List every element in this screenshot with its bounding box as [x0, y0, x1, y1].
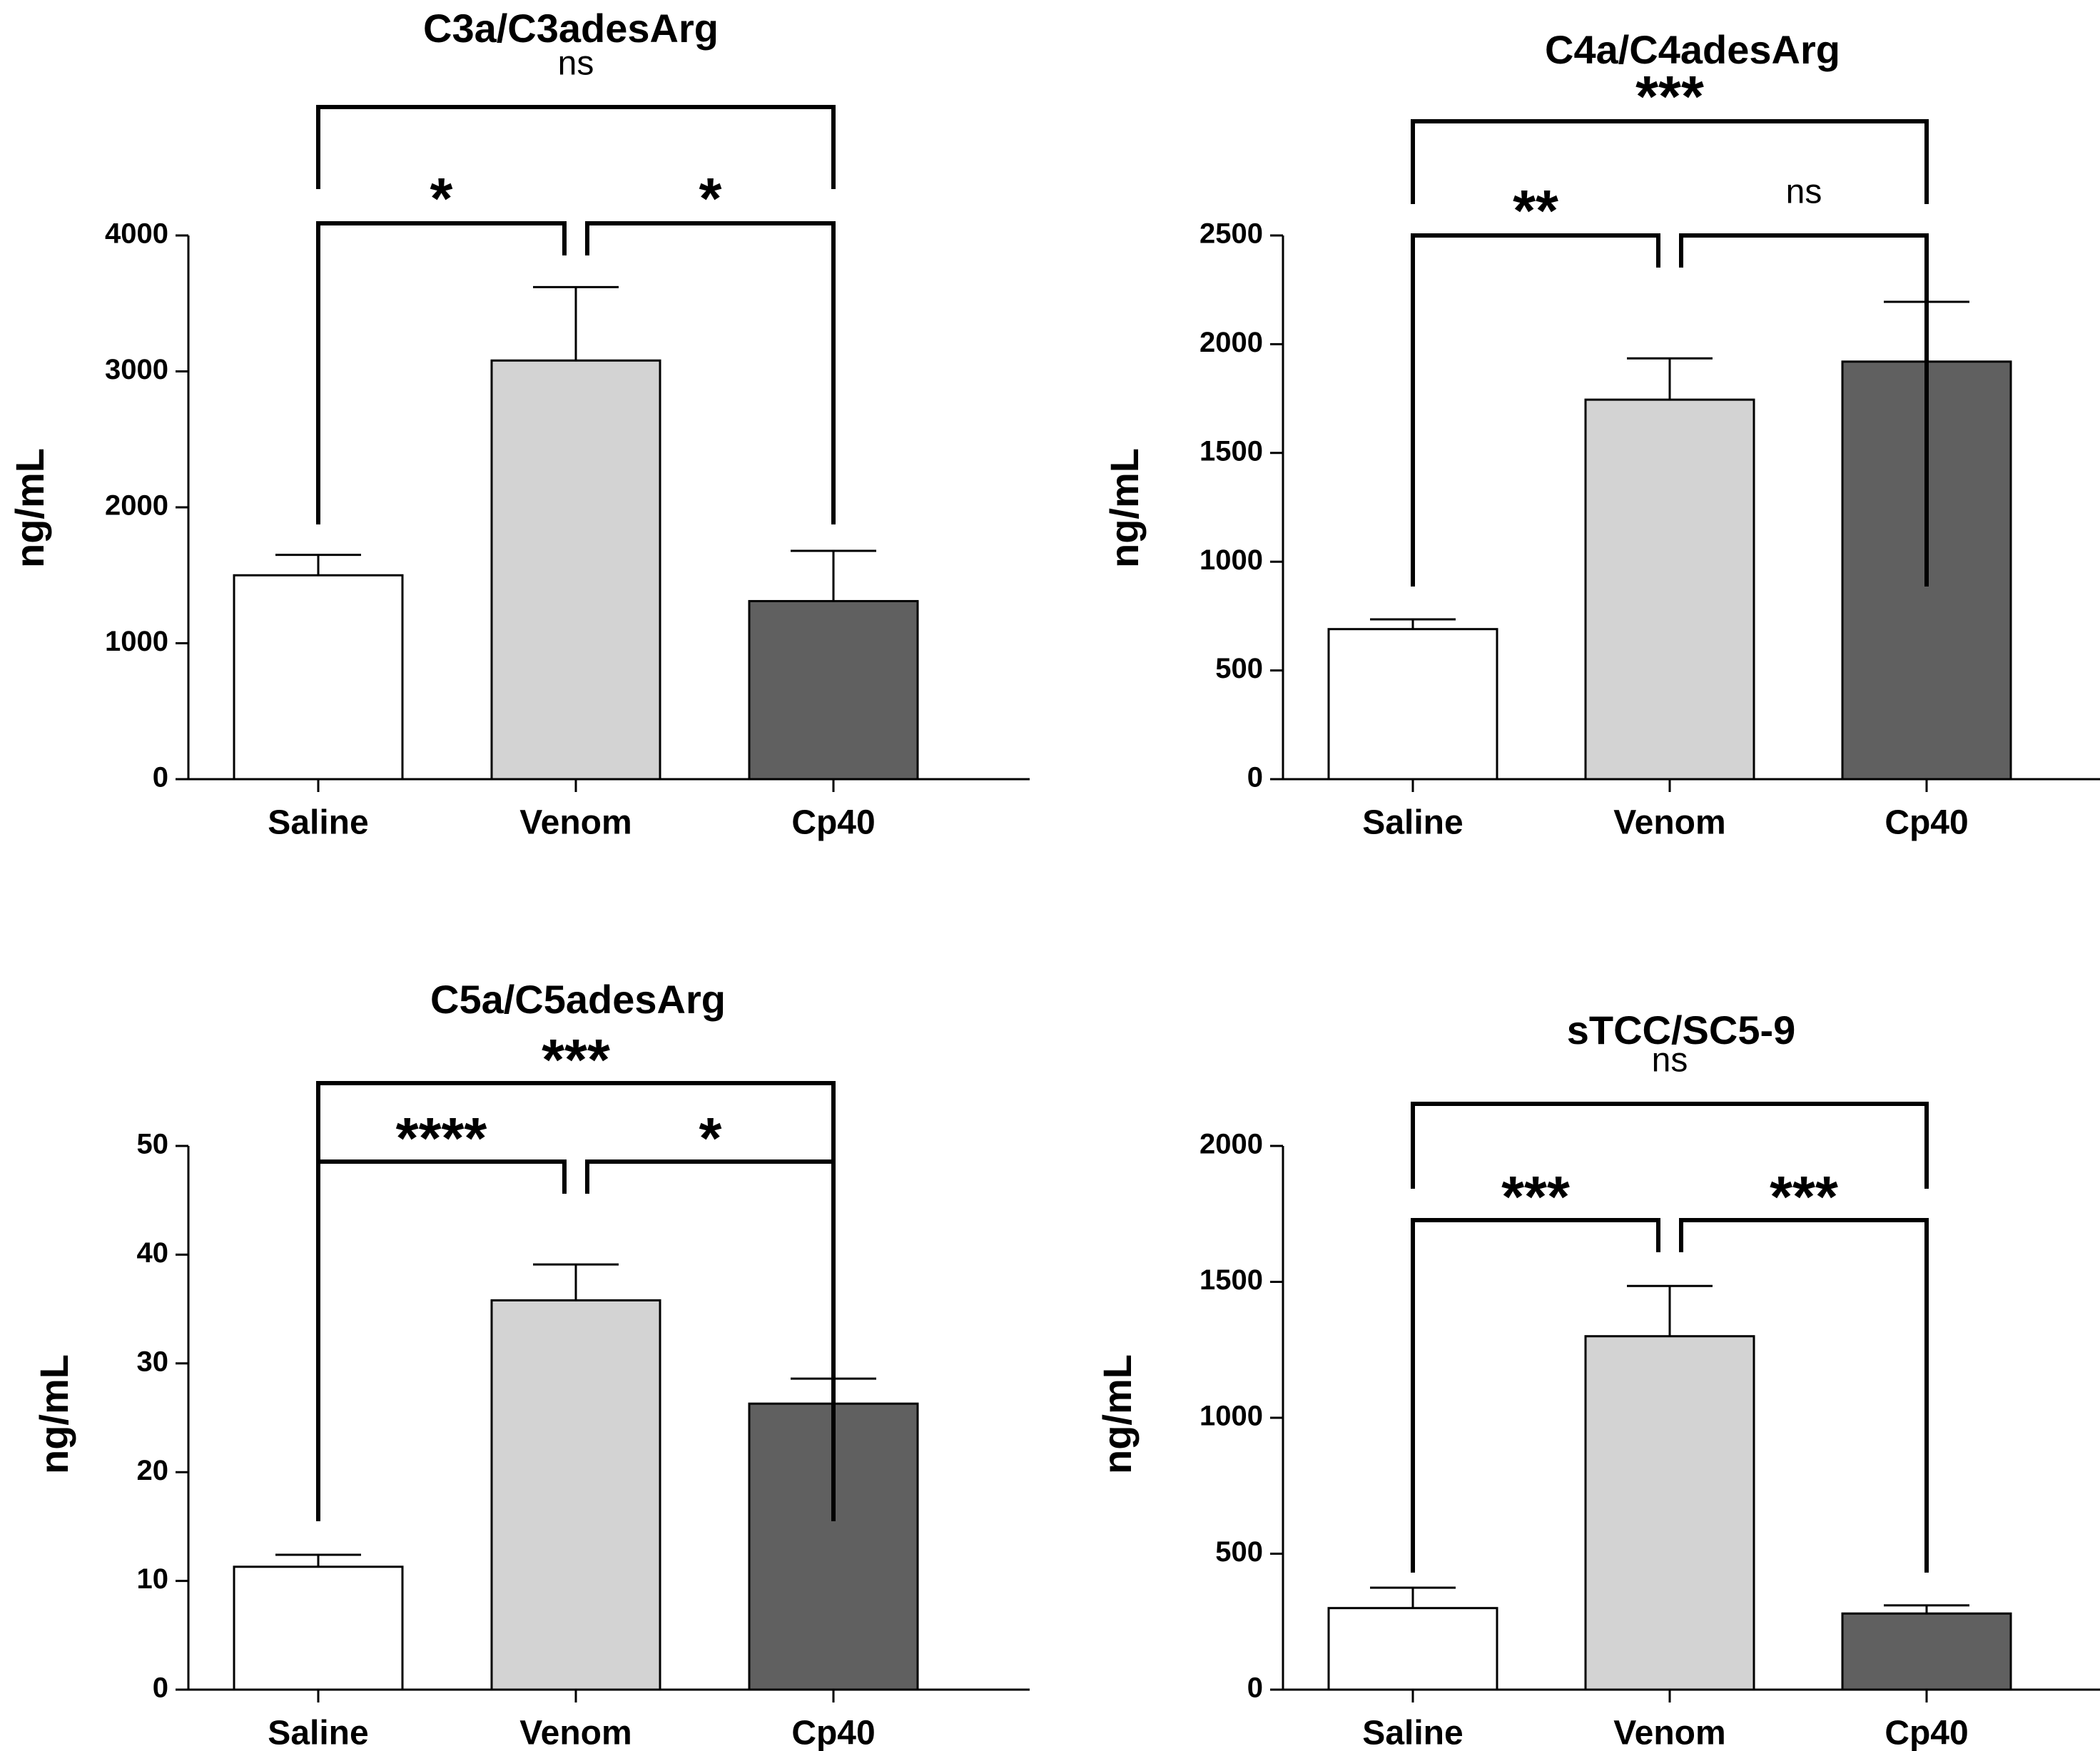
- y-tick-label: 20: [137, 1455, 169, 1486]
- bar-saline: [1327, 1607, 1498, 1691]
- x-category-label: Saline: [1362, 804, 1463, 842]
- chart-title: sTCC/SC5-9: [1567, 1008, 1796, 1052]
- y-tick-label: 10: [137, 1563, 169, 1595]
- y-tick-label: 500: [1215, 653, 1263, 684]
- significance-label: *: [699, 167, 722, 232]
- y-tick-label: 40: [137, 1237, 169, 1269]
- y-axis-label: ng/mL: [1095, 1354, 1140, 1474]
- y-axis-label: ng/mL: [1102, 448, 1147, 568]
- bar-saline: [233, 574, 404, 781]
- y-tick-label: 30: [137, 1346, 169, 1377]
- bar-cp40: [748, 599, 919, 781]
- significance-label: ns: [1652, 1042, 1688, 1080]
- y-tick-label: 2000: [105, 490, 168, 522]
- bar-venom: [490, 359, 661, 781]
- significance-bracket: [1411, 119, 1929, 204]
- x-category-label: Cp40: [791, 1715, 875, 1751]
- y-tick-label: 2000: [1199, 327, 1263, 358]
- significance-label: ns: [558, 45, 594, 83]
- y-tick-label: 1500: [1199, 435, 1263, 467]
- significance-label: **: [1513, 179, 1558, 244]
- significance-bracket: [1411, 1102, 1929, 1189]
- significance-label: ***: [1770, 1165, 1838, 1230]
- x-category-label: Venom: [1613, 804, 1725, 842]
- significance-bracket: [1411, 1218, 1660, 1573]
- significance-label: ***: [1635, 65, 1704, 130]
- significance-label: ns: [1786, 173, 1822, 211]
- x-category-label: Saline: [268, 804, 368, 842]
- x-category-label: Venom: [519, 1715, 631, 1751]
- significance-label: ***: [1501, 1165, 1570, 1230]
- y-axis-label: ng/mL: [31, 1354, 76, 1474]
- y-tick-label: 0: [1247, 1673, 1263, 1704]
- x-category-label: Saline: [268, 1715, 368, 1751]
- y-tick-label: 1000: [105, 626, 168, 657]
- y-tick-label: 50: [137, 1129, 169, 1160]
- significance-bracket: [1411, 233, 1660, 587]
- y-tick-label: 1500: [1199, 1264, 1263, 1296]
- significance-bracket: [316, 221, 567, 524]
- y-tick-label: 0: [153, 762, 168, 793]
- x-category-label: Cp40: [1885, 804, 1968, 842]
- chart-panel-3: C5a/C5adesArg ng/mL 0 10 20 30 40 50 Saline Venom…: [31, 977, 1030, 1751]
- x-category-label: Cp40: [1885, 1715, 1968, 1751]
- significance-bracket: [1679, 1218, 1929, 1573]
- x-category-label: Saline: [1362, 1715, 1463, 1751]
- y-axis-label: ng/mL: [7, 448, 52, 568]
- significance-label: ****: [396, 1107, 487, 1172]
- x-category-label: Venom: [1613, 1715, 1725, 1751]
- significance-bracket: [585, 221, 836, 524]
- bar-venom: [490, 1299, 661, 1691]
- bar-saline: [233, 1565, 404, 1691]
- y-tick-label: 1000: [1199, 1401, 1263, 1432]
- significance-bracket: [316, 105, 836, 189]
- chart-panel-2: C4a/C4adesArg ng/mL 0 500 1000 1500 2000 2500 Sa…: [1102, 27, 2100, 842]
- significance-bracket: [1679, 233, 1929, 587]
- significance-label: *: [430, 167, 453, 232]
- chart-title: C5a/C5adesArg: [430, 977, 726, 1022]
- y-tick-label: 0: [1247, 762, 1263, 793]
- y-tick-label: 500: [1215, 1536, 1263, 1568]
- x-category-label: Cp40: [791, 804, 875, 842]
- y-tick-label: 2500: [1199, 218, 1263, 250]
- significance-bracket: [316, 1159, 567, 1521]
- significance-label: *: [699, 1107, 722, 1172]
- chart-title: C3a/C3adesArg: [423, 6, 719, 51]
- significance-bracket: [585, 1159, 836, 1521]
- x-category-label: Venom: [519, 804, 631, 842]
- y-tick-label: 2000: [1199, 1129, 1263, 1160]
- bar-saline: [1327, 628, 1498, 781]
- y-tick-label: 0: [153, 1673, 168, 1704]
- significance-label: ***: [542, 1028, 610, 1093]
- chart-title: C4a/C4adesArg: [1545, 27, 1840, 72]
- bar-venom: [1584, 398, 1755, 781]
- y-tick-label: 1000: [1199, 544, 1263, 576]
- chart-panel-4: sTCC/SC5-9 ng/mL 0 500 1000 1500 2000 Saline Ven…: [1095, 1008, 2100, 1751]
- y-tick-label: 3000: [105, 354, 168, 385]
- bar-venom: [1584, 1335, 1755, 1691]
- y-tick-label: 4000: [105, 218, 168, 250]
- bar-cp40: [1841, 1612, 2012, 1691]
- chart-panel-1: C3a/C3adesArg ng/mL 0 1000 2000 3000 4000 Salin…: [7, 6, 1030, 842]
- significance-bracket: [316, 1081, 836, 1167]
